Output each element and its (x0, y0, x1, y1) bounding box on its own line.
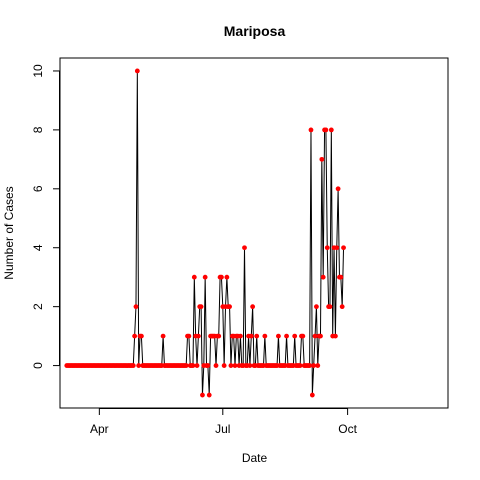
data-point (130, 363, 136, 368)
y-tick-label: 2 (31, 303, 45, 310)
data-point (297, 363, 303, 368)
data-point (136, 363, 142, 368)
data-point (318, 333, 323, 339)
data-point (200, 392, 205, 398)
data-point (213, 363, 219, 368)
data-point (195, 333, 201, 339)
data-point (284, 333, 289, 339)
data-point (198, 304, 204, 310)
data-point (262, 333, 268, 339)
data-point (254, 333, 260, 339)
data-point (323, 127, 329, 133)
data-point (247, 363, 253, 368)
data-point (334, 245, 340, 251)
data-point (339, 304, 345, 310)
data-point (238, 333, 243, 339)
data-point (224, 274, 230, 280)
data-point (312, 333, 318, 339)
y-tick-label: 0 (31, 362, 45, 369)
data-point (216, 333, 222, 339)
data-point (206, 392, 212, 398)
data-point (205, 363, 211, 368)
data-point (134, 68, 140, 74)
x-tick-label: Apr (90, 422, 109, 436)
data-point (186, 333, 192, 339)
data-point (324, 245, 330, 251)
data-point (219, 274, 224, 280)
data-point (183, 363, 189, 368)
data-point (133, 304, 139, 310)
data-point (202, 274, 208, 280)
x-axis-label: Date (242, 451, 268, 465)
data-point (292, 333, 298, 339)
y-tick-label: 10 (31, 64, 45, 78)
data-point (228, 363, 234, 368)
data-point (250, 304, 256, 310)
data-point (190, 363, 196, 368)
data-point (341, 245, 346, 251)
data-point (221, 363, 227, 368)
data-point (309, 392, 315, 398)
data-point (308, 127, 314, 133)
x-axis: Apr Jul Oct (90, 408, 358, 436)
y-axis-label: Number of Cases (2, 186, 16, 279)
data-point (335, 186, 341, 192)
data-point (300, 333, 306, 339)
y-tick-label: 4 (31, 244, 45, 251)
data-point (320, 274, 326, 280)
data-point (307, 363, 313, 368)
data-point (227, 304, 232, 310)
y-axis: 0 2 4 6 8 10 (31, 64, 60, 369)
data-point (139, 333, 144, 339)
data-point (232, 363, 238, 368)
chart-title: Mariposa (224, 23, 286, 39)
x-tick-label: Jul (215, 422, 230, 436)
data-point (328, 127, 334, 133)
data-point (242, 245, 247, 251)
data-point (311, 363, 317, 368)
data-point (160, 333, 166, 339)
x-tick-label: Oct (338, 422, 357, 436)
data-point (338, 274, 344, 280)
data-point (276, 333, 281, 339)
data-point (333, 333, 338, 339)
data-point (319, 156, 325, 162)
data-point (194, 363, 200, 368)
y-tick-label: 6 (31, 185, 45, 192)
y-tick-label: 8 (31, 126, 45, 133)
data-point (314, 304, 319, 310)
data-point (248, 333, 254, 339)
data-point (327, 304, 333, 310)
data-point (132, 333, 138, 339)
data-point (315, 363, 321, 368)
data-point (191, 274, 197, 280)
series-points (64, 68, 346, 398)
